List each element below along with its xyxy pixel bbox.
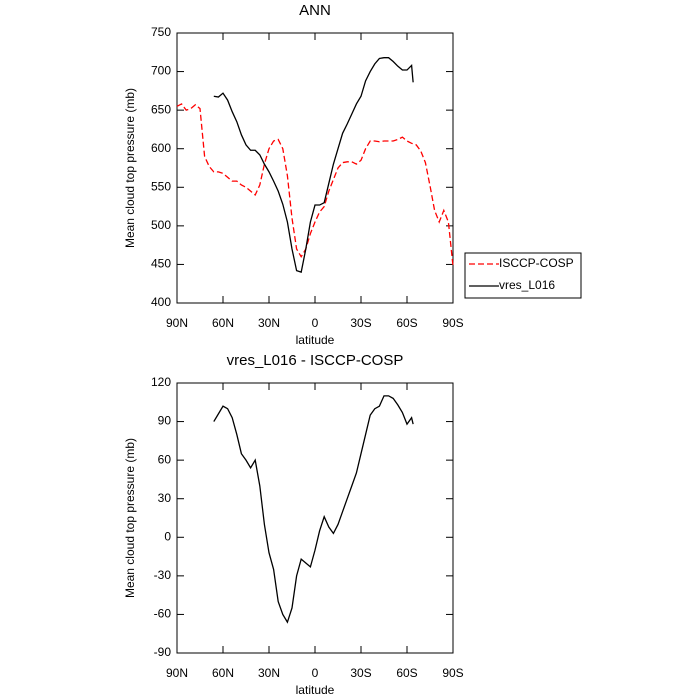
legend-box xyxy=(464,252,582,299)
x-tick-label: 90N xyxy=(166,666,188,680)
y-tick-label: 500 xyxy=(151,218,171,232)
x-tick-label: 0 xyxy=(312,316,319,330)
legend-label: ISCCP-COSP xyxy=(499,256,574,270)
y-tick-label: 30 xyxy=(158,491,172,505)
y-tick-label: 0 xyxy=(164,529,171,543)
y-tick-label: 750 xyxy=(151,25,171,39)
y-tick-label: 400 xyxy=(151,295,171,309)
x-tick-label: 90N xyxy=(166,316,188,330)
y-tick-label: -60 xyxy=(154,607,172,621)
x-tick-label: 60S xyxy=(396,666,417,680)
y-tick-label: 650 xyxy=(151,102,171,116)
y-axis-label: Mean cloud top pressure (mb) xyxy=(123,88,137,248)
plot-frame xyxy=(176,32,454,304)
chart-title: vres_L016 - ISCCP-COSP xyxy=(227,352,404,369)
x-tick-label: 90S xyxy=(442,666,463,680)
y-tick-label: 700 xyxy=(151,64,171,78)
x-tick-label: 30N xyxy=(258,666,280,680)
x-tick-label: 60N xyxy=(212,316,234,330)
y-tick-label: 450 xyxy=(151,257,171,271)
x-tick-label: 0 xyxy=(312,666,319,680)
x-axis-label: latitude xyxy=(296,683,335,697)
data-line xyxy=(213,57,414,273)
x-tick-label: 30S xyxy=(350,316,371,330)
y-tick-label: 600 xyxy=(151,141,171,155)
x-tick-label: 90S xyxy=(442,316,463,330)
y-tick-label: 550 xyxy=(151,179,171,193)
x-tick-label: 30N xyxy=(258,316,280,330)
y-tick-label: 60 xyxy=(158,452,172,466)
y-tick-label: -30 xyxy=(154,568,172,582)
data-line xyxy=(176,103,454,267)
chart-title: ANN xyxy=(299,2,331,19)
y-tick-label: 120 xyxy=(151,375,171,389)
x-tick-label: 30S xyxy=(350,666,371,680)
x-tick-label: 60S xyxy=(396,316,417,330)
x-axis-label: latitude xyxy=(296,333,335,347)
x-tick-label: 60N xyxy=(212,666,234,680)
data-line xyxy=(213,395,414,624)
plot-frame xyxy=(176,382,454,654)
y-axis-label: Mean cloud top pressure (mb) xyxy=(123,438,137,598)
y-tick-label: 90 xyxy=(158,414,172,428)
y-tick-label: -90 xyxy=(154,645,172,659)
legend-label: vres_L016 xyxy=(499,278,555,292)
